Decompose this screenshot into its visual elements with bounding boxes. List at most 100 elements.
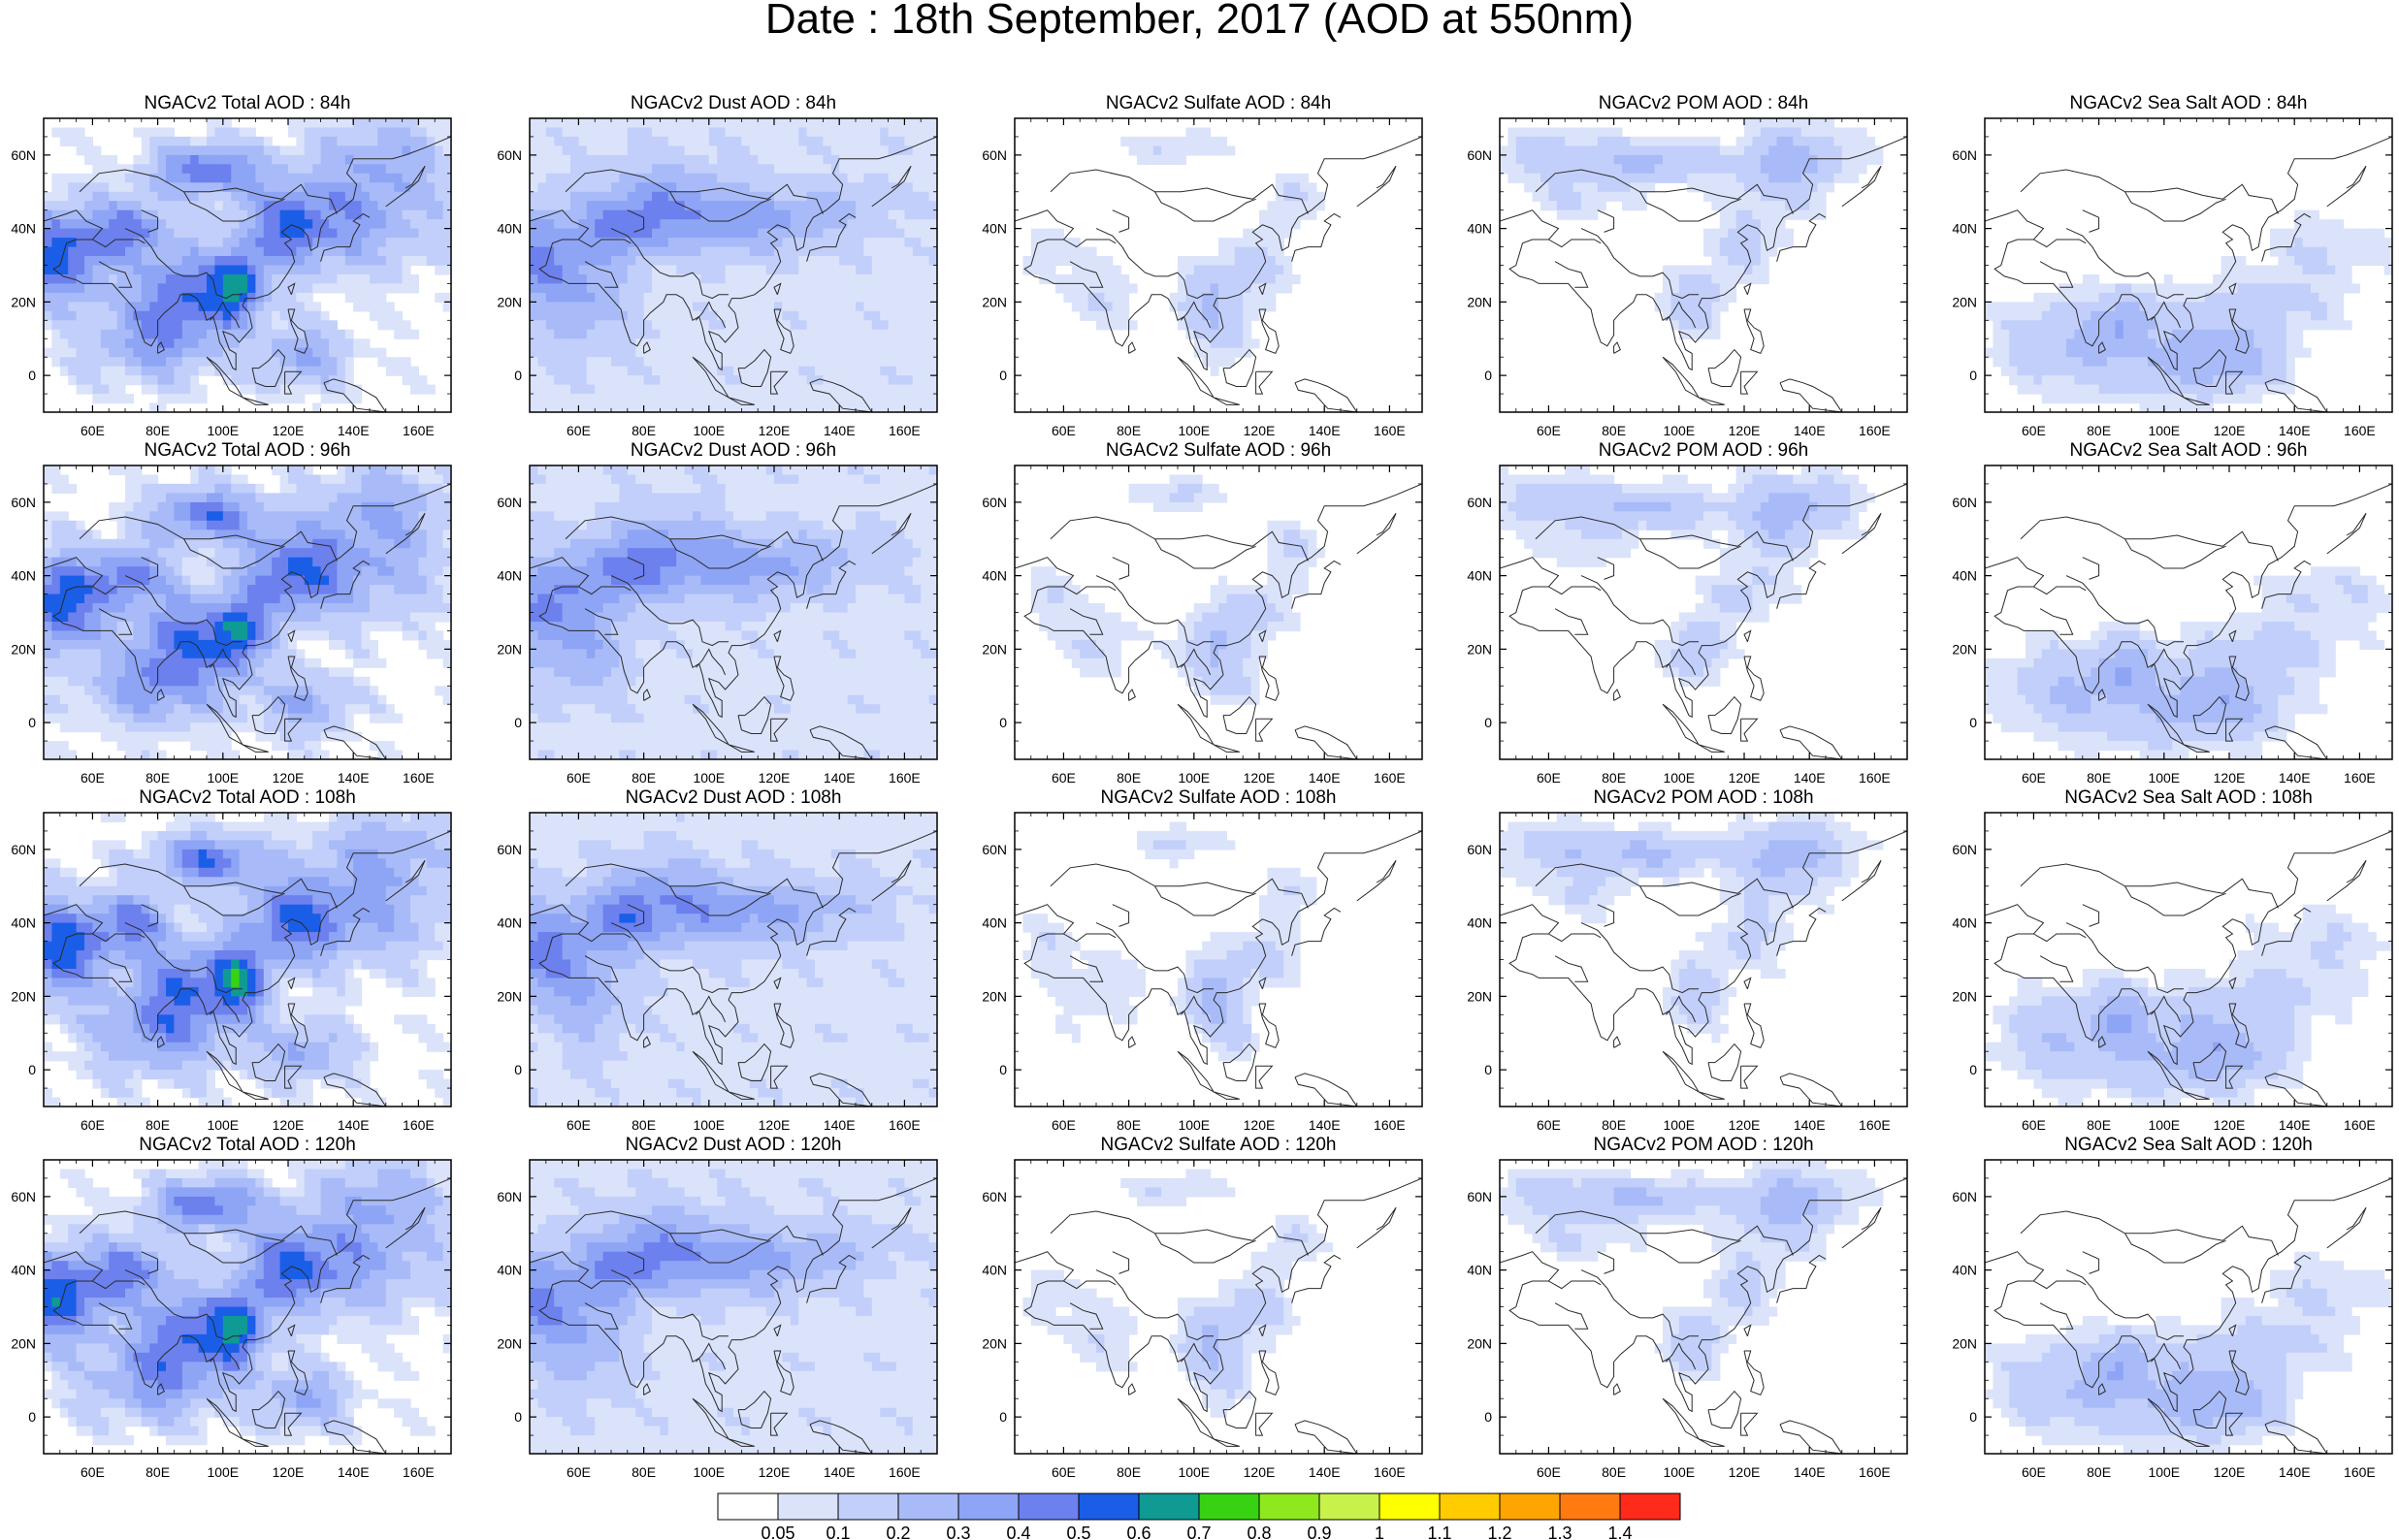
lon-tick-label: 160E <box>889 1117 921 1133</box>
lon-tick-label: 80E <box>146 770 170 786</box>
lat-tick-label: 20N <box>497 988 522 1004</box>
lon-tick-label: 120E <box>1729 770 1761 786</box>
coastlines <box>1500 483 1907 759</box>
coastlines <box>1985 136 2392 412</box>
lat-tick-label: 0 <box>1969 1062 1977 1077</box>
lat-tick-label: 60N <box>982 147 1007 163</box>
lat-tick-label: 0 <box>1484 368 1492 383</box>
lon-tick-label: 100E <box>2148 1464 2180 1480</box>
coastlines <box>1985 830 2392 1107</box>
lat-tick-label: 60N <box>497 495 522 510</box>
lon-tick-label: 140E <box>1794 423 1826 438</box>
lon-tick-label: 80E <box>1117 1464 1141 1480</box>
lon-tick-label: 160E <box>1374 423 1406 438</box>
aod-field <box>1500 813 1907 1107</box>
coastlines <box>1985 483 2392 759</box>
panel-title: NGACv2 Sea Salt AOD : 108h <box>2064 787 2313 808</box>
lon-tick-label: 80E <box>1602 1464 1626 1480</box>
lon-tick-label: 80E <box>632 423 656 438</box>
lon-tick-label: 160E <box>1374 1117 1406 1133</box>
lat-tick-label: 40N <box>982 1263 1007 1278</box>
lon-tick-label: 160E <box>2344 1464 2376 1480</box>
panel-title: NGACv2 Sea Salt AOD : 84h <box>2069 93 2307 113</box>
lat-tick-label: 60N <box>1467 147 1492 163</box>
lon-tick-label: 160E <box>403 423 435 438</box>
lon-tick-label: 160E <box>403 770 435 786</box>
main-title: Date : 18th September, 2017 (AOD at 550n… <box>0 0 2399 41</box>
lon-tick-label: 80E <box>1117 770 1141 786</box>
lat-tick-label: 20N <box>497 294 522 309</box>
aod-field <box>44 118 451 412</box>
lon-tick-label: 100E <box>1663 1117 1695 1133</box>
aod-field <box>44 1160 451 1454</box>
lon-tick-label: 120E <box>759 1464 791 1480</box>
lon-tick-label: 120E <box>273 770 305 786</box>
coastlines <box>530 483 937 759</box>
lat-tick-label: 40N <box>1952 568 1977 584</box>
lon-tick-label: 160E <box>889 770 921 786</box>
lat-tick-label: 40N <box>497 915 522 931</box>
lon-tick-label: 140E <box>824 423 856 438</box>
lon-tick-label: 160E <box>2344 770 2376 786</box>
map-panel: 60N 40N 20N 0 60E 80E 100E 120E 140E 160E NGACv2 P… <box>1467 787 1908 1133</box>
lat-tick-label: 20N <box>982 294 1007 309</box>
panel-title: NGACv2 Sulfate AOD : 84h <box>1106 93 1331 113</box>
map-panel: 60N 40N 20N 0 60E 80E 100E 120E 140E 160E NGACv2 S… <box>1952 1135 2393 1480</box>
lon-tick-label: 80E <box>2087 423 2111 438</box>
lon-tick-label: 120E <box>1244 1117 1276 1133</box>
lat-tick-label: 40N <box>11 915 36 931</box>
lon-tick-label: 80E <box>146 1117 170 1133</box>
aod-field <box>1015 465 1422 759</box>
lon-tick-label: 140E <box>1309 770 1341 786</box>
lon-tick-label: 100E <box>1178 1464 1210 1480</box>
lon-tick-label: 120E <box>2214 1117 2246 1133</box>
lon-tick-label: 140E <box>2279 770 2311 786</box>
lon-tick-label: 80E <box>632 1464 656 1480</box>
lat-tick-label: 60N <box>11 1189 36 1204</box>
lon-tick-label: 100E <box>1663 770 1695 786</box>
map-panel: 60N 40N 20N 0 60E 80E 100E 120E 140E 160E NGACv2 D… <box>497 93 938 438</box>
coastlines <box>1500 136 1907 412</box>
aod-field <box>1015 1160 1422 1454</box>
map-panel: 60N 40N 20N 0 60E 80E 100E 120E 140E 160E NGACv2 S… <box>982 1135 1423 1480</box>
coastlines <box>44 830 451 1107</box>
lon-tick-label: 160E <box>1374 1464 1406 1480</box>
lat-tick-label: 0 <box>1484 715 1492 730</box>
aod-field <box>1015 118 1422 412</box>
lon-tick-label: 100E <box>207 1117 239 1133</box>
aod-field <box>1500 118 1907 412</box>
lat-tick-label: 20N <box>982 1335 1007 1351</box>
coastlines <box>1500 1177 1907 1454</box>
map-panel: 60N 40N 20N 0 60E 80E 100E 120E 140E 160E NGACv2 T… <box>11 1135 452 1480</box>
lat-tick-label: 0 <box>999 715 1007 730</box>
lat-tick-label: 0 <box>514 715 522 730</box>
lon-tick-label: 60E <box>81 423 105 438</box>
lon-tick-label: 60E <box>567 770 591 786</box>
lon-tick-label: 120E <box>1244 1464 1276 1480</box>
lon-tick-label: 80E <box>2087 1464 2111 1480</box>
lat-tick-label: 40N <box>982 915 1007 931</box>
map-panel: 60N 40N 20N 0 60E 80E 100E 120E 140E 160E NGACv2 P… <box>1467 440 1908 786</box>
map-panel: 60N 40N 20N 0 60E 80E 100E 120E 140E 160E NGACv2 T… <box>11 787 452 1133</box>
lon-tick-label: 80E <box>632 1117 656 1133</box>
lat-tick-label: 60N <box>982 495 1007 510</box>
lon-tick-label: 80E <box>632 770 656 786</box>
map-panel: 60N 40N 20N 0 60E 80E 100E 120E 140E 160E NGACv2 P… <box>1467 1135 1908 1480</box>
lon-tick-label: 120E <box>1244 423 1276 438</box>
lon-tick-label: 80E <box>1602 423 1626 438</box>
lon-tick-label: 60E <box>567 1117 591 1133</box>
panel-title: NGACv2 Dust AOD : 108h <box>626 787 842 808</box>
lat-tick-label: 0 <box>28 1062 36 1077</box>
lon-tick-label: 100E <box>1663 423 1695 438</box>
lat-tick-label: 20N <box>1467 1335 1492 1351</box>
lon-tick-label: 140E <box>824 1117 856 1133</box>
lon-tick-label: 80E <box>146 1464 170 1480</box>
lon-tick-label: 140E <box>824 1464 856 1480</box>
lon-tick-label: 140E <box>1794 770 1826 786</box>
lat-tick-label: 0 <box>999 1409 1007 1425</box>
lat-tick-label: 0 <box>514 1062 522 1077</box>
lon-tick-label: 100E <box>2148 1117 2180 1133</box>
lon-tick-label: 160E <box>403 1464 435 1480</box>
coastlines <box>44 1177 451 1454</box>
